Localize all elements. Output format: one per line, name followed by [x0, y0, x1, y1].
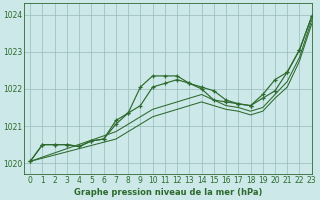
- X-axis label: Graphe pression niveau de la mer (hPa): Graphe pression niveau de la mer (hPa): [74, 188, 262, 197]
